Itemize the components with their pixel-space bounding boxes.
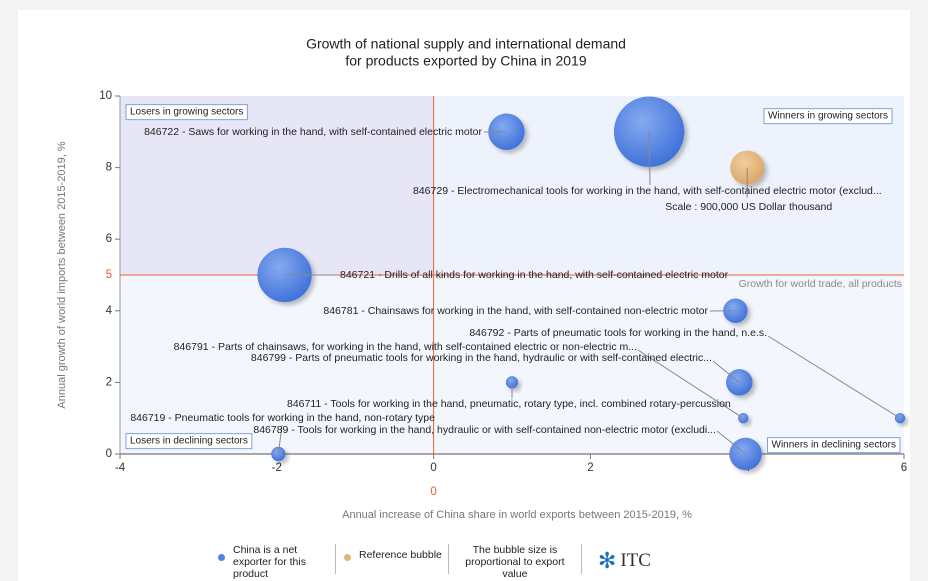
bubble [894,412,906,424]
y-tick-label: 0 [106,448,112,460]
reference-label: Scale : 900,000 US Dollar thousand [665,201,832,213]
y-tick-label: 6 [106,233,112,245]
quadrant-label: Winners in growing sectors [763,108,893,125]
legend-note: The bubble size is proportional to expor… [449,544,582,580]
logo-icon: ✻ [597,548,617,573]
leader-line [648,131,651,186]
x-tick-label: -4 [115,462,126,474]
x-axis-title: Annual increase of China share in world … [342,509,692,521]
reference-label: 5 [106,269,112,281]
quadrant-label-text: Losers in declining sectors [130,436,248,447]
legend-item: Reference bubble [336,544,449,574]
legend-label: China is a net exporter for this product [233,544,306,580]
legend: China is a net exporter for this product… [210,544,667,580]
bubble-label: 846799 - Parts of pneumatic tools for wo… [251,352,712,364]
quadrant-label-box [763,108,893,125]
size-note: The bubble size is proportional to expor… [465,544,565,580]
bubble-label: 846729 - Electromechanical tools for wor… [413,185,882,197]
bubble-label: 846791 - Parts of chainsaws, for working… [174,341,637,353]
leader-line [716,430,746,455]
legend-swatch [218,554,225,561]
reference-label: Growth for world trade, all products [739,278,902,290]
quadrant-label: Winners in declining sectors [767,437,901,454]
quadrant-label: Losers in declining sectors [125,433,253,450]
x-tick-label: 0 [430,462,436,474]
bubble-label: 846781 - Chainsaws for working in the ha… [323,305,708,317]
bubble-label: 846789 - Tools for working in the hand, … [253,424,716,436]
y-axis-title: Annual growth of world imports between 2… [56,141,68,408]
logo: ✻ ITC [582,544,667,578]
chart: Growth of national supply and internatio… [56,36,907,521]
bubble-label: 846711 - Tools for working in the hand, … [287,398,731,410]
leader-line [277,424,283,455]
leader-line [767,335,901,419]
legend-swatch [344,554,351,561]
y-tick-label: 10 [99,90,112,102]
y-tick-label: 2 [106,376,112,388]
legend-item: China is a net exporter for this product [210,544,336,580]
x-tick-label: 2 [587,462,593,474]
quadrant-label-box [767,437,901,454]
quadrant-label-text: Winners in declining sectors [772,440,897,451]
chart-title: Growth of national supply and internatio… [306,36,626,52]
bubble-label: 846722 - Saws for working in the hand, w… [144,126,482,138]
bubble-label: 846721 - Drills of all kinds for working… [340,269,729,281]
y-tick-label: 4 [106,305,113,317]
leader-line [637,349,744,419]
bubble-label: 846719 - Pneumatic tools for working in … [130,412,435,424]
bubble-label: 846792 - Parts of pneumatic tools for wo… [469,327,767,339]
x-tick-label: -2 [272,462,282,474]
logo-text: ITC [620,550,651,571]
chart-subtitle: for products exported by China in 2019 [345,53,586,69]
quadrant-label-box [125,104,248,121]
quadrant-label-box [125,433,253,450]
quadrant-bg [120,96,434,275]
x-tick-label: 6 [901,462,907,474]
quadrant-bg [120,275,904,454]
leader-line [712,360,740,383]
y-tick-label: 8 [106,162,112,174]
legend-label: Reference bubble [359,549,442,561]
reference-label: 0 [430,486,436,498]
quadrant-label: Losers in growing sectors [125,104,248,121]
quadrant-label-text: Losers in growing sectors [130,107,243,118]
quadrant-label-text: Winners in growing sectors [768,111,888,122]
